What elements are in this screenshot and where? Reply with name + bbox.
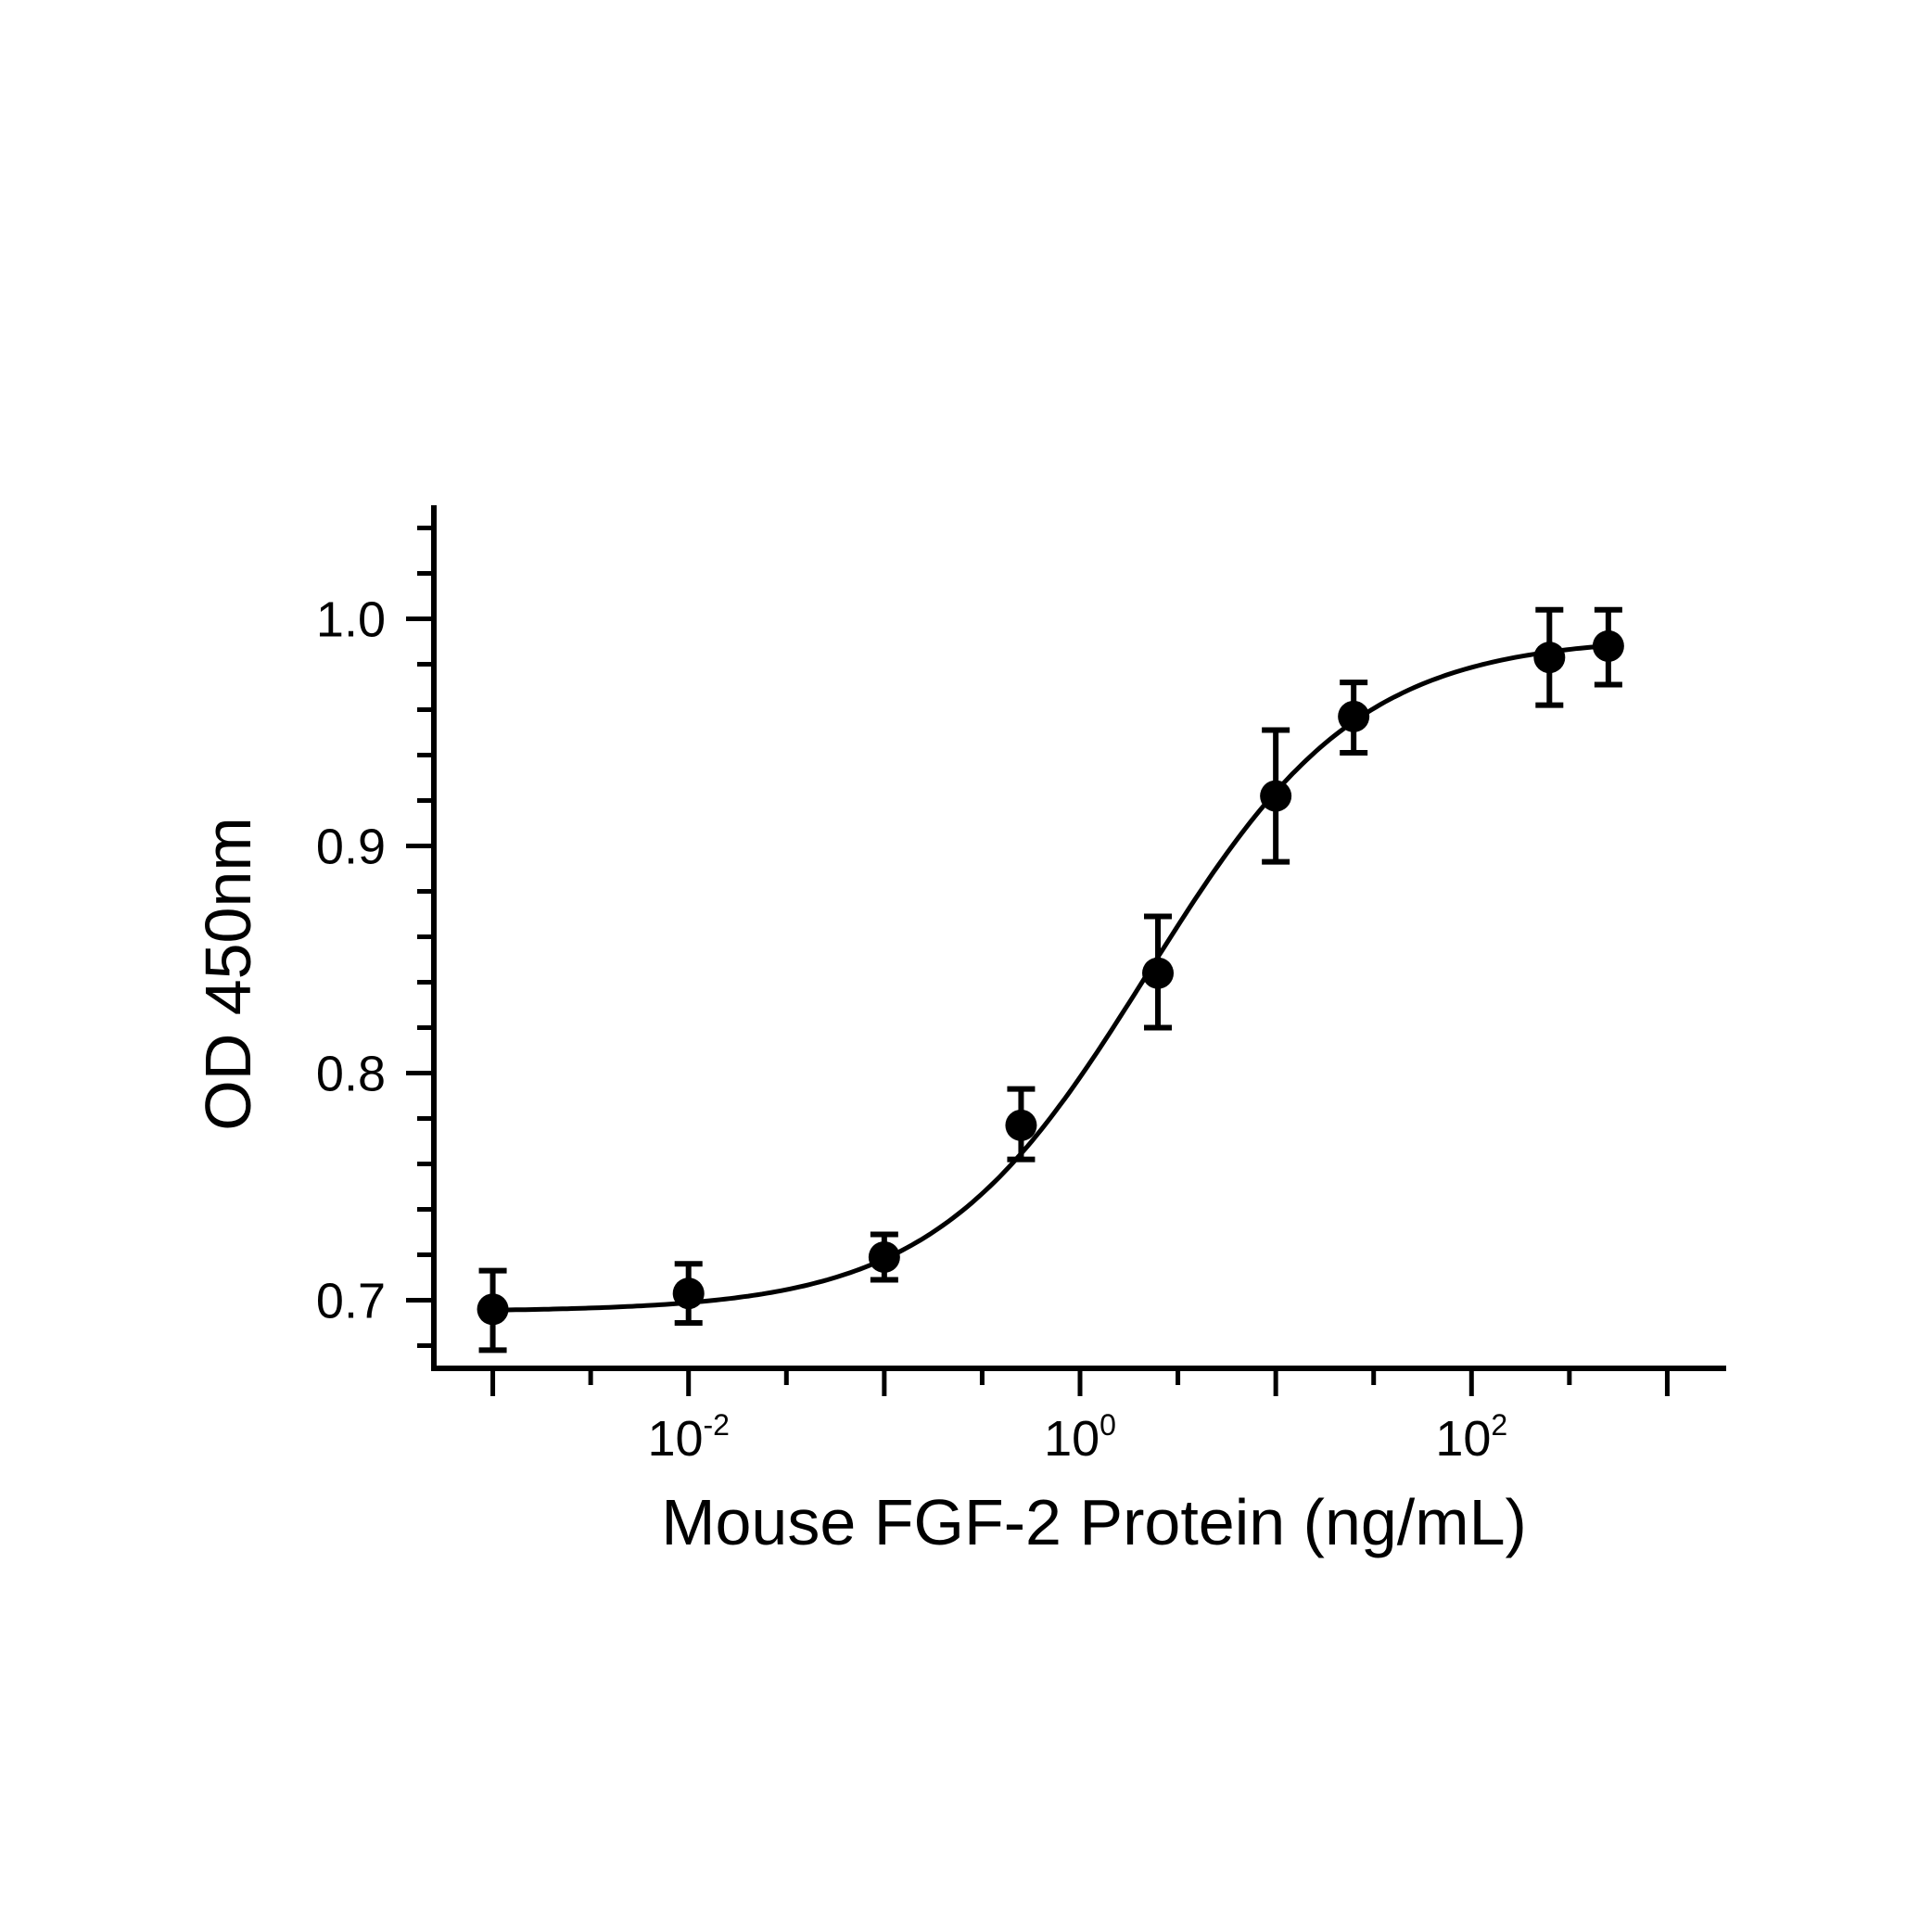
data-point-group	[1260, 727, 1292, 865]
x-tick-label: 102	[1435, 1408, 1507, 1467]
data-point-group	[1142, 913, 1175, 1031]
x-tick-label: 10-2	[647, 1408, 730, 1467]
data-point	[477, 1293, 509, 1326]
data-point	[1005, 1109, 1037, 1141]
data-point	[1142, 957, 1175, 989]
data-point-group	[477, 1267, 509, 1354]
x-axis-ticks: 10-2 100 102	[490, 1368, 1670, 1467]
data-point	[1533, 642, 1566, 674]
y-tick-label: 0.8	[316, 1047, 386, 1102]
data-points-layer	[477, 606, 1624, 1354]
y-axis-title: OD 450nm	[192, 817, 264, 1130]
data-point-group	[1533, 606, 1566, 708]
data-point	[868, 1240, 900, 1273]
data-point-group	[1338, 680, 1370, 756]
plot-area	[477, 606, 1624, 1354]
data-point-group	[1005, 1086, 1037, 1163]
data-point-group	[1592, 606, 1624, 688]
data-point	[1338, 700, 1370, 732]
x-axis-title: Mouse FGF-2 Protein (ng/mL)	[661, 1486, 1527, 1558]
data-point-group	[672, 1261, 705, 1326]
data-point	[1260, 780, 1292, 812]
y-axis-ticks: 0.7 0.8 0.9 1.0	[316, 526, 434, 1348]
fit-curve-layer	[492, 643, 1609, 1313]
data-point-group	[868, 1231, 900, 1283]
y-tick-label: 0.7	[316, 1274, 386, 1329]
x-tick-label: 100	[1044, 1408, 1116, 1467]
data-point	[672, 1277, 705, 1310]
y-tick-label: 1.0	[316, 592, 386, 648]
axes: 0.7 0.8 0.9 1.0 10-2 100 102	[316, 505, 1726, 1467]
fit-curve-line	[492, 643, 1609, 1313]
y-tick-label: 0.9	[316, 820, 386, 875]
data-point	[1592, 629, 1624, 662]
